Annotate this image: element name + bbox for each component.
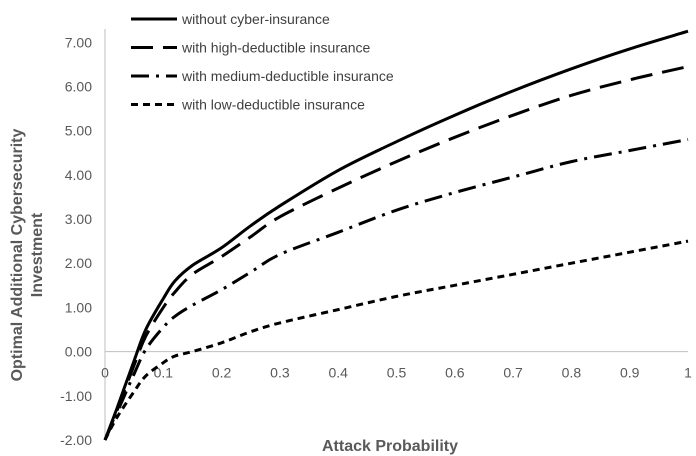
legend-label-4: with low-deductible insurance [181, 97, 365, 113]
y-axis-title-line-2: Investment [29, 212, 46, 297]
x-tick-label: 1 [684, 365, 692, 381]
series-line-1 [103, 29, 689, 441]
x-tick-label: 0.3 [270, 365, 290, 381]
series-line-3 [103, 138, 689, 441]
y-axis-title-line-1: Optimal Additional Cybersecurity [9, 129, 26, 382]
x-tick-label: 0.7 [503, 365, 523, 381]
y-tick-label: -2.00 [60, 432, 92, 448]
x-axis-title: Attack Probability [322, 438, 458, 455]
y-axis-ticks: -2.00 -1.00 0.00 1.00 2.00 3.00 4.00 5.00 6.00 7.… [60, 34, 92, 448]
legend-label-3: with medium-deductible insurance [181, 68, 394, 84]
y-tick-label: 4.00 [65, 167, 92, 183]
y-tick-label: 1.00 [65, 299, 92, 315]
x-tick-label: 0.5 [387, 365, 407, 381]
x-tick-label: 0.1 [154, 365, 174, 381]
y-tick-label: 0.00 [65, 344, 92, 360]
legend-label-2: with high-deductible insurance [181, 40, 371, 56]
series-line-2 [103, 65, 689, 441]
x-tick-label: 0.8 [562, 365, 582, 381]
y-tick-label: 6.00 [65, 78, 92, 94]
x-tick-label: 0.6 [445, 365, 465, 381]
y-tick-label: 2.00 [65, 255, 92, 271]
y-axis-title: Optimal Additional Cybersecurity Investm… [9, 129, 46, 382]
x-tick-label: 0.4 [328, 365, 348, 381]
y-tick-label: -1.00 [60, 388, 92, 404]
y-tick-label: 3.00 [65, 211, 92, 227]
x-tick-label: 0 [101, 365, 109, 381]
series-line-4 [103, 239, 689, 441]
y-tick-label: 7.00 [65, 34, 92, 50]
y-tick-label: 5.00 [65, 123, 92, 139]
x-tick-label: 0.2 [212, 365, 232, 381]
x-tick-label: 0.9 [620, 365, 640, 381]
series-lines [103, 29, 689, 441]
legend-label-1: without cyber-insurance [181, 11, 330, 27]
axes [104, 29, 688, 440]
x-axis-ticks: 0 0.1 0.2 0.3 0.4 0.5 0.6 0.7 0.8 0.9 1 [101, 365, 692, 381]
legend: without cyber-insurance with high-deducti… [131, 11, 394, 113]
